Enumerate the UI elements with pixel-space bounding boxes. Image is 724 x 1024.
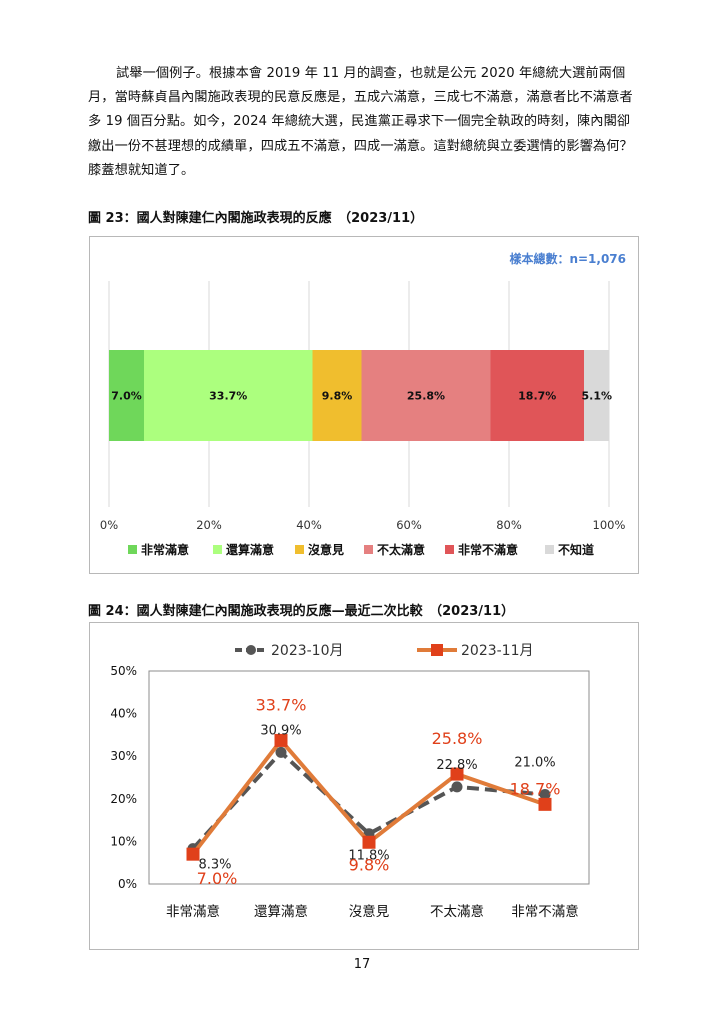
- line-chart: 0% 10% 20% 30% 40% 50% 非常滿意 還算滿意 沒意見 不太滿意 非常不滿意 202…: [110, 643, 590, 920]
- bar-value-label: 18.7%: [518, 390, 556, 403]
- series-marker-2023-11: [274, 733, 288, 747]
- y-tick-label: 50%: [110, 664, 137, 678]
- bar-value-label: 5.1%: [581, 390, 612, 403]
- legend-label: 不太滿意: [377, 542, 425, 557]
- legend-swatch: [295, 545, 304, 554]
- x-tick-label: 100%: [593, 518, 626, 532]
- figure-24-chart: 0% 10% 20% 30% 40% 50% 非常滿意 還算滿意 沒意見 不太滿意 非常不滿意 202…: [89, 622, 639, 950]
- y-tick-label: 30%: [110, 749, 137, 763]
- x-category-label: 還算滿意: [254, 903, 308, 920]
- data-label-2023-11: 33.7%: [256, 695, 307, 714]
- figure-23-caption: 圖 23：國人對陳建仁內閣施政表現的反應 （2023/11）: [88, 211, 424, 226]
- series-marker-2023-10: [539, 789, 551, 801]
- data-label-2023-10: 11.8%: [348, 849, 389, 864]
- x-category-label: 非常不滿意: [511, 903, 579, 920]
- series-marker-2023-11: [362, 835, 376, 849]
- data-label-2023-10: 30.9%: [260, 723, 301, 738]
- bar-segment: [312, 350, 362, 441]
- bar-segment: [361, 350, 491, 441]
- bar-segment: [584, 350, 610, 441]
- y-tick-label: 10%: [110, 834, 137, 848]
- legend-label: 還算滿意: [226, 542, 274, 557]
- legend-label: 不知道: [558, 542, 594, 557]
- bar-value-label: 9.8%: [322, 390, 353, 403]
- x-tick-label: 0%: [100, 518, 118, 532]
- y-tick-label: 0%: [118, 877, 137, 891]
- legend-swatch: [128, 545, 137, 554]
- bar-segment: [144, 350, 313, 441]
- plot-area: [148, 670, 590, 885]
- stacked-bar-chart: 樣本總數：n=1,076 0% 20% 40% 60% 80% 100% 7.0% 33.7% 9…: [100, 251, 626, 557]
- legend-swatch: [364, 545, 373, 554]
- series-line-2023-10: [191, 749, 546, 850]
- x-category-label: 不太滿意: [430, 903, 484, 920]
- bar-value-label: 25.8%: [407, 390, 445, 403]
- y-tick-label: 40%: [110, 707, 137, 721]
- figure-24-caption: 圖 24：國人對陳建仁內閣施政表現的反應—最近二次比較 （2023/11）: [88, 604, 515, 619]
- data-label-2023-10: 8.3%: [198, 858, 231, 873]
- x-category-label: 沒意見: [349, 903, 390, 920]
- data-label-2023-11: 25.8%: [432, 729, 483, 748]
- x-tick-label: 80%: [496, 518, 522, 532]
- x-tick-label: 60%: [396, 518, 422, 532]
- legend-label: 非常滿意: [141, 542, 189, 557]
- x-category-label: 非常滿意: [166, 903, 220, 920]
- legend-label-2023-11: 2023-11月: [461, 643, 534, 659]
- sample-size-note: 樣本總數：n=1,076: [509, 251, 626, 266]
- legend-swatch: [213, 545, 222, 554]
- bar-value-label: 33.7%: [209, 390, 247, 403]
- legend-marker-2023-10: [246, 645, 256, 655]
- series-marker-2023-11: [538, 797, 552, 811]
- data-label-2023-11: 7.0%: [197, 869, 238, 888]
- y-tick-label: 20%: [110, 792, 137, 806]
- body-paragraph: 試舉一個例子。根據本會 2019 年 11 月的調查，也就是公元 2020 年總…: [88, 66, 633, 178]
- bar-segment: [109, 350, 144, 441]
- series-marker-2023-11: [450, 767, 464, 781]
- data-label-2023-11: 18.7%: [510, 779, 561, 798]
- legend-label-2023-10: 2023-10月: [271, 643, 344, 659]
- series-marker-2023-10: [275, 746, 287, 758]
- series-marker-2023-10: [451, 781, 463, 793]
- x-tick-label: 40%: [296, 518, 322, 532]
- x-tick-label: 20%: [196, 518, 222, 532]
- data-label-2023-11: 9.8%: [349, 855, 390, 874]
- series-marker-2023-11: [186, 847, 200, 861]
- bar-value-label: 7.0%: [111, 390, 142, 403]
- legend-swatch: [445, 545, 454, 554]
- legend-label: 非常不滿意: [458, 542, 518, 557]
- figure-23-chart: 樣本總數：n=1,076 0% 20% 40% 60% 80% 100% 7.0% 33.7% 9…: [89, 236, 639, 574]
- page-number: 17: [353, 957, 371, 972]
- bar-segment: [490, 350, 584, 441]
- data-label-2023-10: 22.8%: [436, 758, 477, 773]
- data-label-2023-10: 21.0%: [514, 756, 555, 771]
- legend-label: 沒意見: [308, 542, 344, 557]
- legend-marker-2023-11: [431, 644, 443, 656]
- legend-swatch: [545, 545, 554, 554]
